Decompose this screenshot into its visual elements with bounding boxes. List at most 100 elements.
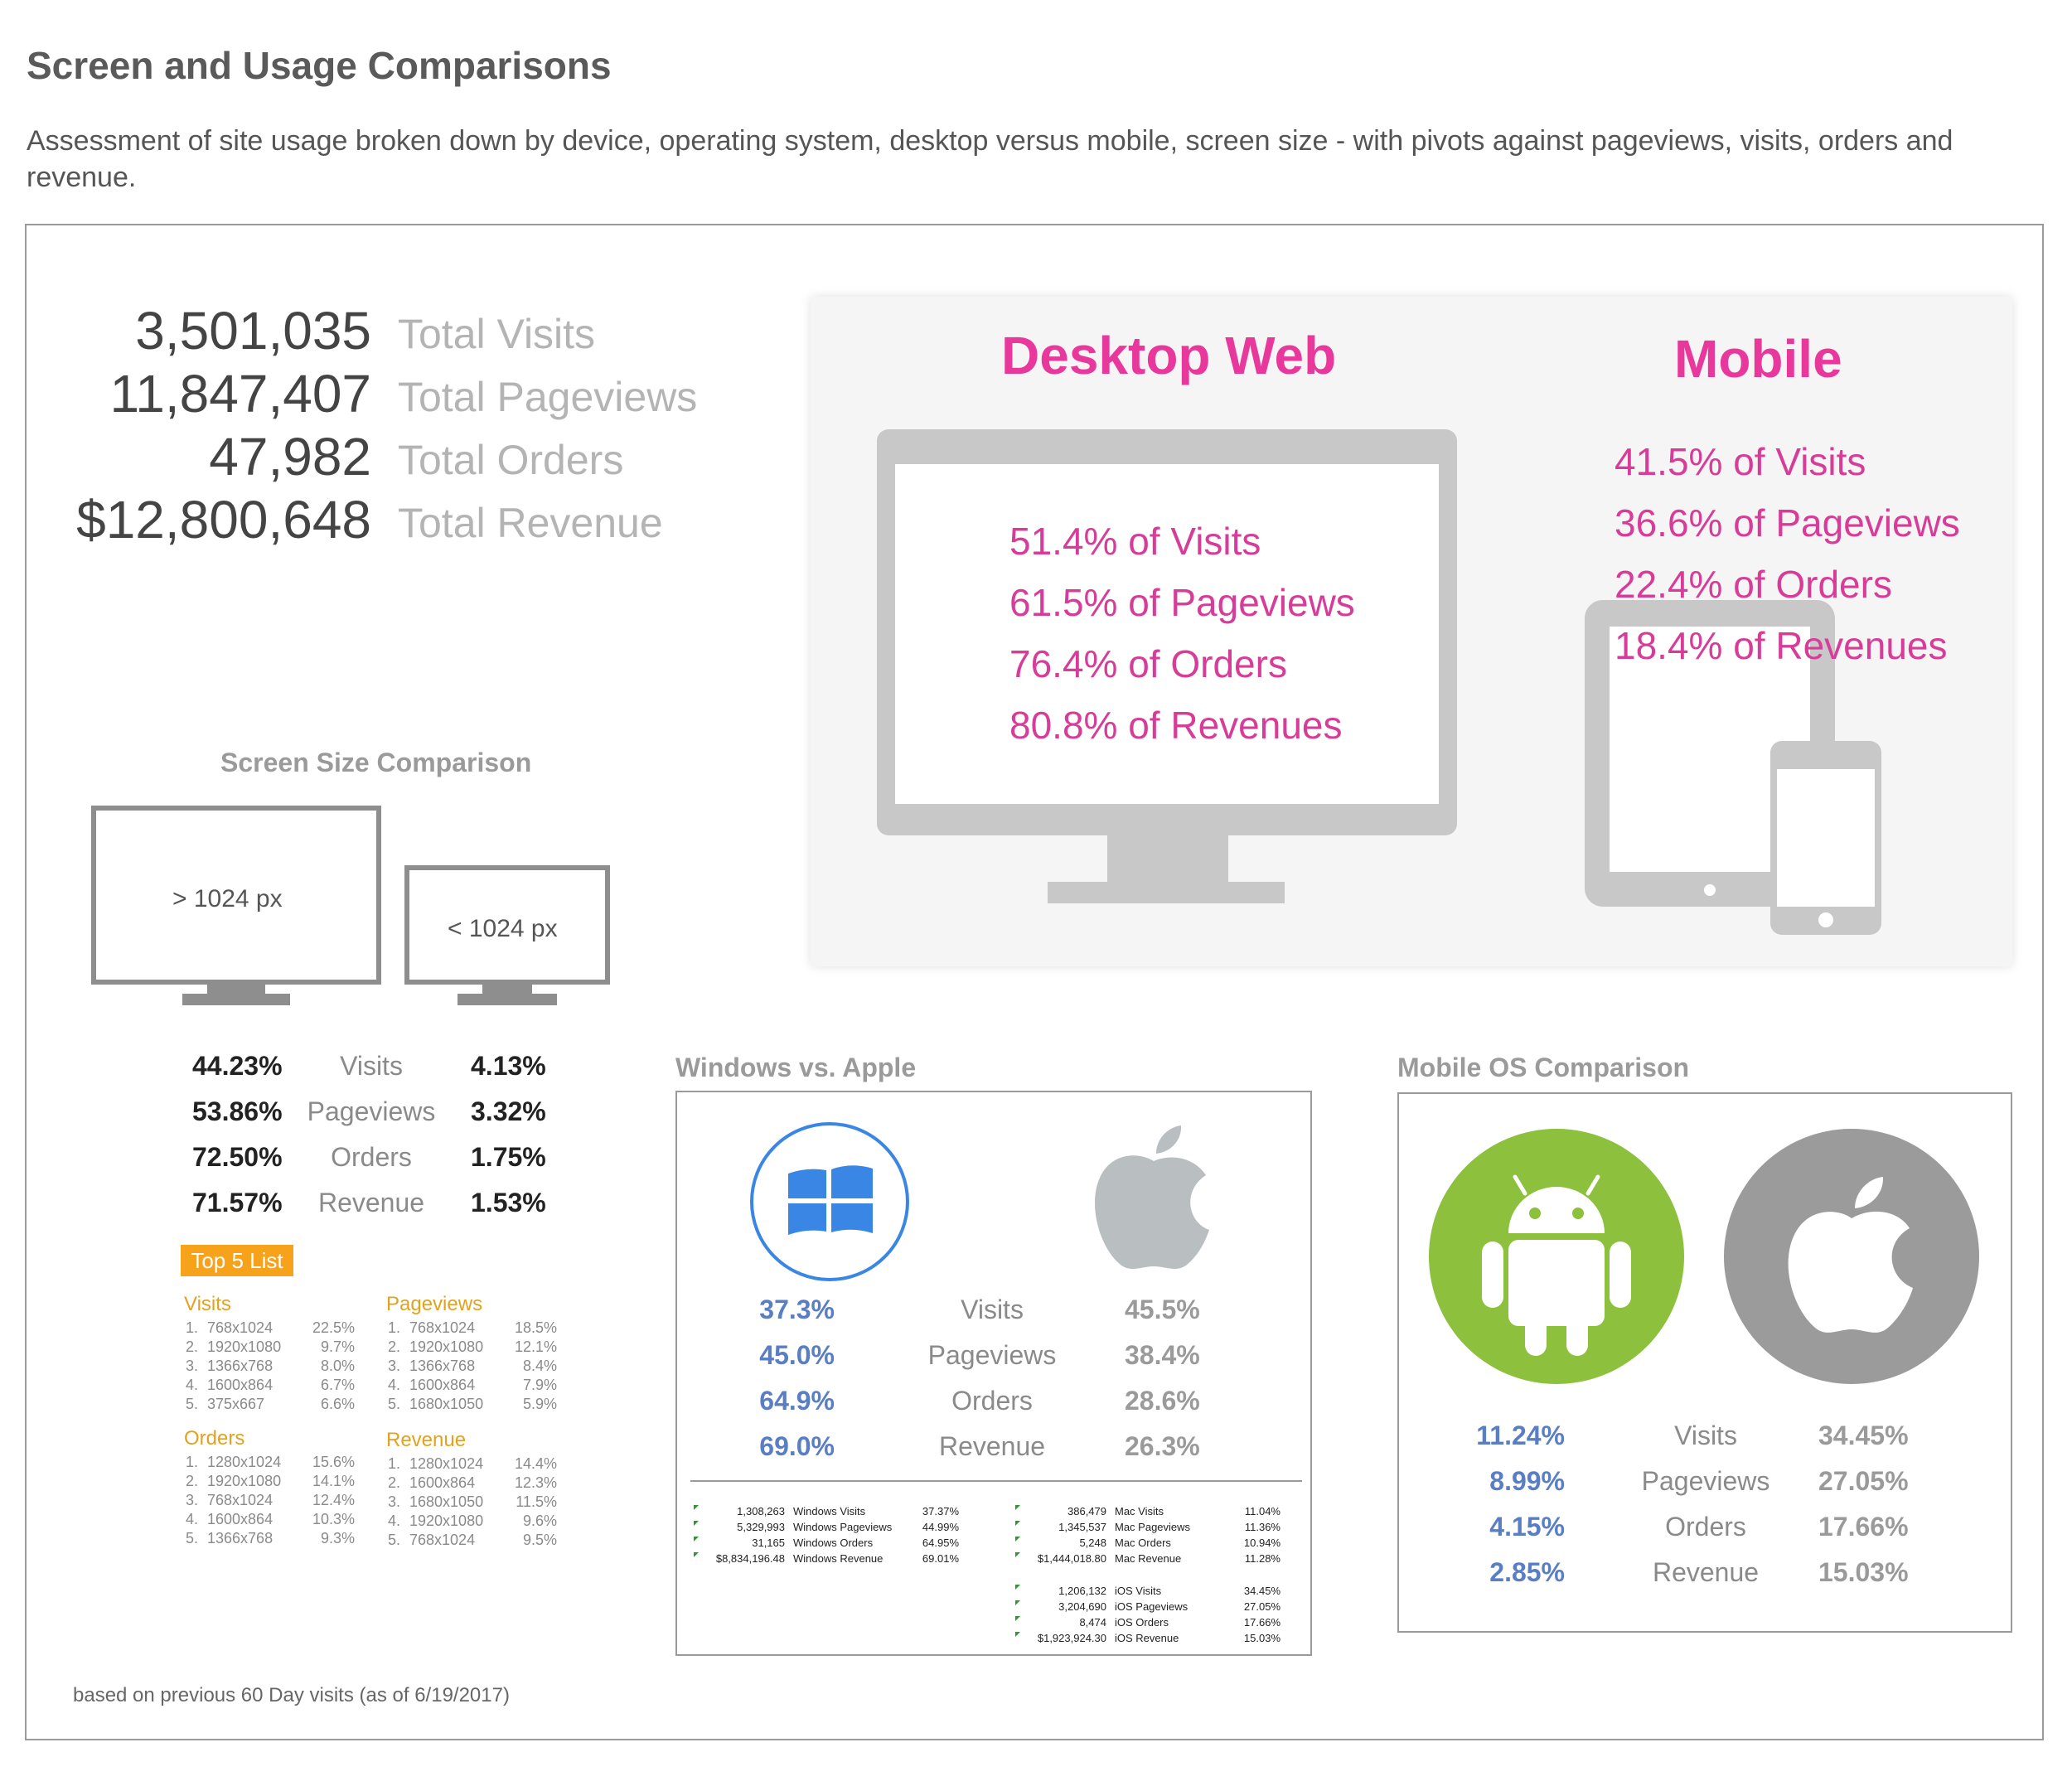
device-comparison-panel: Desktop Web Mobile 51.4% of Visits 61.5%… <box>811 297 2012 966</box>
wa-metric-visits: Visits <box>961 1295 1024 1324</box>
top5-item-pct: 8.0% <box>320 1358 355 1374</box>
top5-item-n: 1. <box>388 1455 401 1472</box>
flag-icon <box>694 1552 699 1557</box>
top5-item-res: 768x1024 <box>409 1319 476 1336</box>
mos-metric-revenue: Revenue <box>1652 1557 1760 1587</box>
large-screen-label: > 1024 px <box>172 885 283 912</box>
ios-pageviews: 27.05% <box>1818 1466 1909 1496</box>
android-orders: 4.15% <box>1489 1512 1565 1542</box>
top5-list-item: 4. 1920x1080 9.6% <box>388 1513 557 1530</box>
wa-metric-revenue: Revenue <box>938 1431 1046 1461</box>
top5-list-item: 1. 1280x1024 15.6% <box>186 1454 355 1471</box>
detail-value: 3,204,690 <box>1058 1600 1106 1613</box>
top5-list-item: 2. 1600x864 12.3% <box>388 1474 557 1492</box>
detail-pct: 69.01% <box>922 1552 959 1565</box>
flag-icon <box>694 1521 699 1526</box>
top5-item-n: 2. <box>388 1338 401 1355</box>
top5-list-title: Revenue <box>386 1429 467 1451</box>
top5-item-n: 4. <box>388 1377 401 1393</box>
top5-item-res: 1680x1050 <box>409 1493 484 1510</box>
top5-item-n: 3. <box>388 1358 401 1374</box>
small-screen-label: < 1024 px <box>448 915 558 942</box>
desktop-stat-visits: 51.4% of Visits <box>1009 520 1261 563</box>
large-monitor-icon <box>91 806 381 1005</box>
metric-orders: Orders <box>331 1142 412 1172</box>
desktop-stat-orders: 76.4% of Orders <box>1009 642 1287 685</box>
mobile-stat-revenues: 18.4% of Revenues <box>1615 624 1948 667</box>
screen-size-title: Screen Size Comparison <box>220 748 532 777</box>
detail-label: Windows Revenue <box>793 1552 884 1565</box>
detail-value: $8,834,196.48 <box>715 1552 785 1565</box>
screen-size-monitors <box>91 806 610 1005</box>
top5-list-item: 1. 1280x1024 14.4% <box>388 1455 557 1473</box>
windows-visits: 37.3% <box>759 1295 835 1324</box>
detail-value: 1,206,132 <box>1058 1585 1106 1597</box>
top5-list-item: 3. 1366x768 8.4% <box>388 1358 557 1375</box>
top5-item-n: 4. <box>186 1377 199 1393</box>
detail-row: $1,444,018.80 Mac Revenue 11.28% <box>1015 1552 1280 1565</box>
detail-label: iOS Orders <box>1115 1616 1169 1629</box>
detail-row: 31,165 Windows Orders 64.95% <box>694 1537 959 1549</box>
top5-item-pct: 7.9% <box>522 1377 557 1393</box>
top5-item-res: 768x1024 <box>207 1319 274 1336</box>
footnote: based on previous 60 Day visits (as of 6… <box>73 1684 510 1706</box>
detail-row: 5,329,993 Windows Pageviews 44.99% <box>694 1521 959 1533</box>
metric-pageviews: Pageviews <box>307 1096 436 1126</box>
windows-revenue: 69.0% <box>759 1431 835 1461</box>
top5-item-pct: 9.5% <box>522 1532 557 1548</box>
flag-icon <box>1015 1552 1020 1557</box>
desktop-web-title: Desktop Web <box>1001 326 1337 385</box>
top5-list-item: 4. 1600x864 6.7% <box>186 1377 355 1394</box>
top5-item-res: 1366x768 <box>207 1530 274 1546</box>
top5-item-n: 2. <box>186 1473 199 1489</box>
top5-item-res: 768x1024 <box>409 1532 476 1548</box>
detail-value: 1,308,263 <box>737 1505 785 1517</box>
android-logo-icon <box>1429 1129 1684 1384</box>
top5-item-res: 1366x768 <box>207 1358 274 1374</box>
detail-label: Windows Visits <box>793 1505 866 1517</box>
detail-row: 1,206,132 iOS Visits 34.45% <box>1015 1585 1280 1597</box>
detail-value: $1,444,018.80 <box>1037 1552 1106 1565</box>
top5-item-n: 5. <box>186 1396 199 1412</box>
top5-list-item: 1. 768x1024 22.5% <box>186 1319 355 1337</box>
mobile-os-box: 11.24% Visits 34.45% 8.99% Pageviews 27.… <box>1397 1092 2012 1633</box>
top5-item-pct: 9.7% <box>320 1338 355 1355</box>
total-pageviews-label: Total Pageviews <box>398 374 698 420</box>
metric-visits: Visits <box>340 1051 403 1081</box>
top5-item-res: 1600x864 <box>409 1377 476 1393</box>
top5-item-pct: 12.1% <box>514 1338 557 1355</box>
windows-pageviews: 45.0% <box>759 1340 835 1370</box>
top5-badge: Top 5 List <box>181 1245 293 1276</box>
top5-item-n: 2. <box>388 1474 401 1491</box>
top5-item-pct: 14.4% <box>514 1455 557 1472</box>
top5-item-pct: 18.5% <box>514 1319 557 1336</box>
top5-item-pct: 22.5% <box>312 1319 355 1336</box>
total-revenue-label: Total Revenue <box>398 500 663 546</box>
detail-value: 5,248 <box>1079 1537 1106 1549</box>
android-pageviews: 8.99% <box>1489 1466 1565 1496</box>
top5-item-pct: 10.3% <box>312 1511 355 1527</box>
total-pageviews-value: 11,847,407 <box>109 364 371 424</box>
top5-list-item: 4. 1600x864 10.3% <box>186 1511 355 1528</box>
detail-row: 1,308,263 Windows Visits 37.37% <box>694 1505 959 1517</box>
top5-item-pct: 9.6% <box>522 1513 557 1529</box>
metric-revenue: Revenue <box>317 1188 425 1217</box>
top5-item-n: 5. <box>388 1396 401 1412</box>
large-orders: 72.50% <box>192 1142 283 1172</box>
desktop-stat-pageviews: 61.5% of Pageviews <box>1009 581 1355 624</box>
top5-list-item: 5. 768x1024 9.5% <box>388 1532 557 1549</box>
top5-item-n: 1. <box>186 1319 199 1336</box>
top5-item-pct: 11.5% <box>516 1493 557 1510</box>
divider <box>690 1480 1302 1482</box>
top5-list-item: 3. 1366x768 8.0% <box>186 1358 355 1375</box>
page-description: Assessment of site usage broken down by … <box>27 125 1953 193</box>
top5-item-n: 3. <box>186 1492 199 1508</box>
flag-icon <box>1015 1600 1020 1605</box>
flag-icon <box>694 1537 699 1542</box>
mobile-stat-visits: 41.5% of Visits <box>1615 440 1866 483</box>
windows-apple-title: Windows vs. Apple <box>675 1053 917 1082</box>
windows-logo-icon <box>750 1122 909 1281</box>
mos-metric-orders: Orders <box>1665 1512 1746 1542</box>
ios-orders: 17.66% <box>1818 1512 1909 1542</box>
mobile-os-title: Mobile OS Comparison <box>1397 1053 1690 1082</box>
